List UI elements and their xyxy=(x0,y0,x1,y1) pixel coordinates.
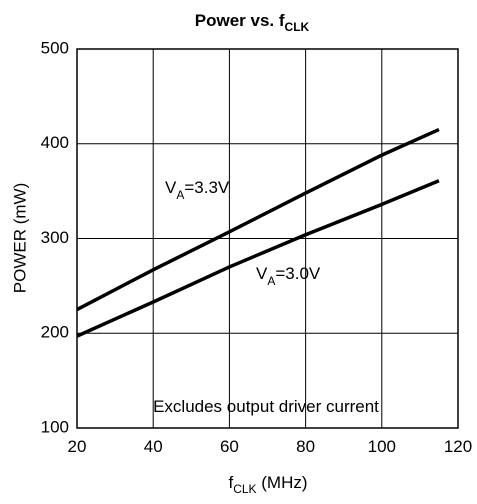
y-tick-label: 100 xyxy=(41,417,69,436)
chart-title: Power vs. fCLK xyxy=(195,11,310,34)
annotation: Excludes output driver current xyxy=(153,397,379,416)
title-sub: CLK xyxy=(285,20,310,34)
x-tick-label: 120 xyxy=(444,437,472,456)
x-axis-label: fCLK (MHz) xyxy=(228,473,307,496)
annotation: VA=3.0V xyxy=(256,264,321,288)
x-label-sub: CLK xyxy=(233,482,256,496)
annotation-sub: A xyxy=(176,188,184,202)
annotation-main: V xyxy=(165,178,177,197)
x-label-rest: (MHz) xyxy=(257,473,308,492)
annotation-sub: A xyxy=(267,274,275,288)
annotation-main: V xyxy=(256,264,268,283)
x-tick-label: 40 xyxy=(144,437,163,456)
x-tick-label: 80 xyxy=(296,437,315,456)
plot-frame xyxy=(76,48,459,429)
title-main: Power vs. f xyxy=(195,11,285,30)
y-tick-label: 300 xyxy=(41,228,69,247)
annotation-main: Excludes output driver current xyxy=(153,397,379,416)
x-tick-label: 100 xyxy=(368,437,396,456)
x-label-main: f xyxy=(228,473,233,492)
y-tick-label: 500 xyxy=(41,38,69,57)
line xyxy=(76,127,440,312)
y-tick-label: 400 xyxy=(41,133,69,152)
y-axis-label: POWER (mW) xyxy=(10,183,29,293)
annotation: VA=3.3V xyxy=(165,178,230,202)
line xyxy=(76,179,440,338)
y-tick-label: 200 xyxy=(41,323,69,342)
annotation-rest: =3.0V xyxy=(275,264,321,283)
annotation-rest: =3.3V xyxy=(184,178,230,197)
x-tick-label: 20 xyxy=(68,437,87,456)
x-tick-label: 60 xyxy=(220,437,239,456)
